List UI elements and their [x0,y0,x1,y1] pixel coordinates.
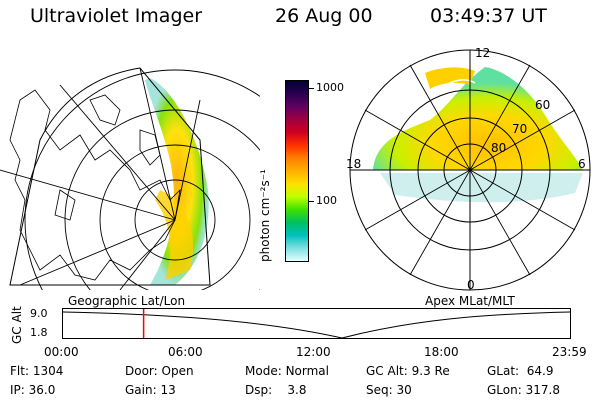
orbit-timeline [62,308,571,339]
colorbar-tick-1000: 1000 [316,81,344,94]
geographic-panel-label: Geographic Lat/Lon [68,294,186,308]
mlt-label-18: 18 [346,157,362,171]
geographic-map-panel [0,67,260,290]
flight-value: 1304 [32,364,64,378]
status-ip: IP: 36.0 [10,383,56,397]
mlt-label-12: 12 [475,46,491,60]
timeline-ylabel: GC Alt [10,306,24,344]
status-mode: Mode: Normal [245,364,329,378]
mlat-label-60: 60 [535,98,551,112]
timeline-xtick-0600: 06:00 [168,345,203,359]
timeline-xtick-1800: 18:00 [424,345,459,359]
glat-value: 64.9 [526,364,554,378]
timeline-ytick-low: 1.8 [30,326,48,339]
mlat-label-80: 80 [491,141,507,155]
status-glat: GLat: 64.9 [487,364,554,378]
gain-value: 13 [160,383,176,397]
status-gc-alt: GC Alt: 9.3 Re [366,364,450,378]
glon-value: 317.8 [525,383,560,397]
observation-time: 03:49:37 UT [430,5,547,27]
colorbar-unit-label: photon cm⁻²s⁻¹ [258,169,272,262]
mode-value: Normal [285,364,329,378]
status-door: Door: Open [125,364,194,378]
observation-date: 26 Aug 00 [275,5,373,27]
dsp-value: 3.8 [287,383,307,397]
instrument-title: Ultraviolet Imager [30,5,203,27]
mlt-label-0: 0 [467,278,475,292]
colorbar-gradient [286,81,308,261]
timeline-xtick-0000: 00:00 [44,345,79,359]
status-seq: Seq: 30 [366,383,412,397]
status-gain: Gain: 13 [125,383,176,397]
timeline-ytick-high: 9.0 [30,307,48,320]
status-flight: Flt: 1304 [10,364,64,378]
ip-value: 36.0 [28,383,56,397]
mlat-label-70: 70 [512,122,528,136]
gc-alt-value: 9.3 Re [411,364,450,378]
timeline-xtick-1200: 12:00 [296,345,331,359]
timeline-xtick-2359: 23:59 [552,345,587,359]
status-dsp: Dsp: 3.8 [245,383,307,397]
polar-mlat-mlt-panel [349,49,591,291]
mlt-label-6: 6 [578,157,586,171]
status-glon: GLon: 317.8 [487,383,560,397]
polar-panel-label: Apex MLat/MLT [425,294,515,308]
colorbar-tick-100: 100 [316,194,337,207]
seq-value: 30 [396,383,412,397]
colorbar [285,80,309,262]
door-value: Open [161,364,194,378]
